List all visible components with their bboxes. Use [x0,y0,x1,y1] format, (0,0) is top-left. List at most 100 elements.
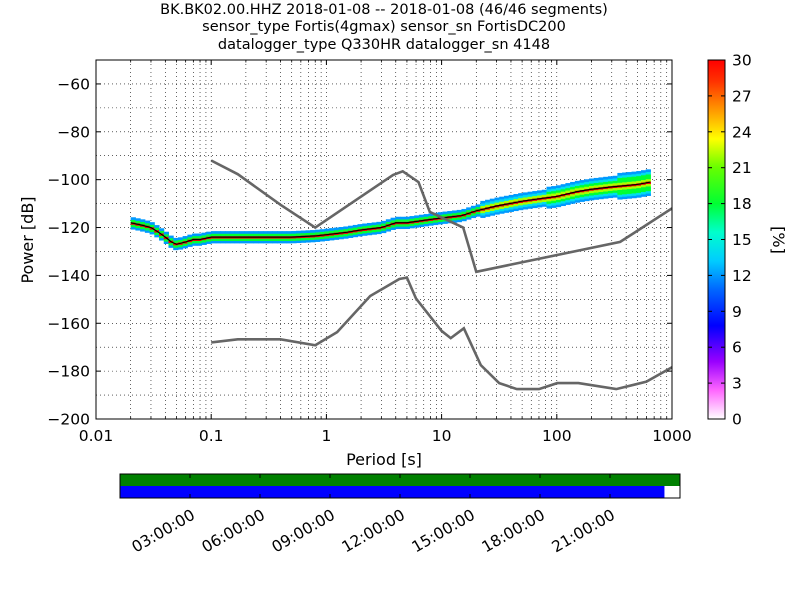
ppsd-cell [267,231,273,234]
x-tick-label: 1 [321,427,331,445]
ppsd-cell [589,195,595,198]
ppsd-cell [314,236,321,240]
ppsd-cell [640,174,647,178]
ppsd-histogram [130,169,651,251]
ppsd-cell [485,204,491,208]
ppsd-cell [546,198,552,202]
ppsd-cell [329,237,335,241]
ppsd-cell [640,184,647,188]
ppsd-cell [229,238,236,241]
ppsd-cell [485,211,491,215]
ppsd-cell [428,213,434,217]
ppsd-cell [622,172,628,176]
ppsd-cell [423,221,429,224]
ppsd-cell [267,238,273,241]
ppsd-cell [607,193,614,196]
ppsd-cell [272,231,278,234]
ppsd-cell [645,169,651,173]
colorbar-tick-label: 18 [732,195,752,213]
ppsd-cell [159,230,165,234]
ppsd-cell [607,195,614,199]
ppsd-cell [192,235,198,239]
ppsd-cell [324,228,330,232]
availability-track [120,486,665,498]
ppsd-cell [551,202,557,206]
ppsd-cell [612,182,618,186]
ppsd-cell [451,220,458,223]
ppsd-cell [626,188,633,192]
ppsd-cell [348,232,354,236]
ppsd-cell [357,226,363,230]
ppsd-cell [376,224,382,227]
ppsd-cell [527,196,533,200]
ppsd-cell [612,178,618,181]
ppsd-cell [503,205,510,209]
ppsd-cell [636,173,642,177]
ppsd-cell [589,183,595,186]
ppsd-cell [617,180,623,183]
ppsd-cell [234,233,240,237]
ppsd-cell [220,240,226,244]
ppsd-cell [418,217,425,220]
ppsd-cell [527,194,533,197]
ppsd-cell [437,212,444,215]
ppsd-cell [518,197,524,201]
colorbar-tick-label: 27 [732,87,752,105]
ppsd-cell [376,221,382,225]
ppsd-cell [381,230,387,234]
y-tick-label: −160 [47,315,90,333]
ppsd-cell [409,218,415,222]
ppsd-cell [631,190,637,194]
ppsd-cell [362,230,368,234]
ppsd-cell [234,231,240,234]
ppsd-cell [291,231,297,234]
ppsd-cell [428,220,434,224]
ppsd-cell [645,190,651,194]
ppsd-cell [636,185,642,189]
ppsd-cell [225,233,231,237]
ppsd-cell [551,190,557,194]
ppsd-cell [626,191,633,194]
ppsd-cell [244,231,250,234]
ppsd-cell [541,204,547,207]
y-tick-label: −120 [47,219,90,237]
ppsd-cell [551,200,557,204]
ppsd-cell [352,232,358,235]
ppsd-cell [286,238,292,241]
ppsd-cell [390,220,396,223]
ppsd-cell [343,236,349,239]
ppsd-cell [366,230,373,233]
ppsd-cell [314,239,321,242]
ppsd-cell [645,171,651,175]
ppsd-cell [319,236,325,240]
ppsd-cell [381,228,387,231]
y-axis-label: Power [dB] [18,196,37,283]
ppsd-cell [352,224,358,228]
ppsd-cell [376,231,382,235]
ppsd-cell [622,196,628,200]
ppsd-cell [333,227,340,231]
ppsd-cell [357,231,363,235]
colorbar-ticks: 0 3 6 9 12 15 18 21 24 27 30 [708,52,752,429]
ppsd-cell [579,180,585,183]
ppsd-cell [489,210,496,214]
ppsd-cell [503,200,510,204]
ppsd-cell [314,232,321,235]
plot-frame [95,59,673,420]
ppsd-cell [537,192,543,196]
ppsd-cell [636,190,642,193]
ppsd-cell [400,223,406,227]
ppsd-cell [423,214,429,217]
ppsd-cell [177,244,184,248]
ppsd-cell [503,198,510,201]
ppsd-cell [423,216,429,220]
ppsd-cell [291,240,297,244]
ppsd-cell [456,212,462,216]
ppsd-cell [537,195,543,198]
ppsd-cell [144,230,151,233]
ppsd-cell [248,233,255,237]
ppsd-cell [593,192,599,195]
ppsd-cell [442,211,448,215]
ppsd-cell [272,233,278,237]
ppsd-cell [466,209,472,213]
